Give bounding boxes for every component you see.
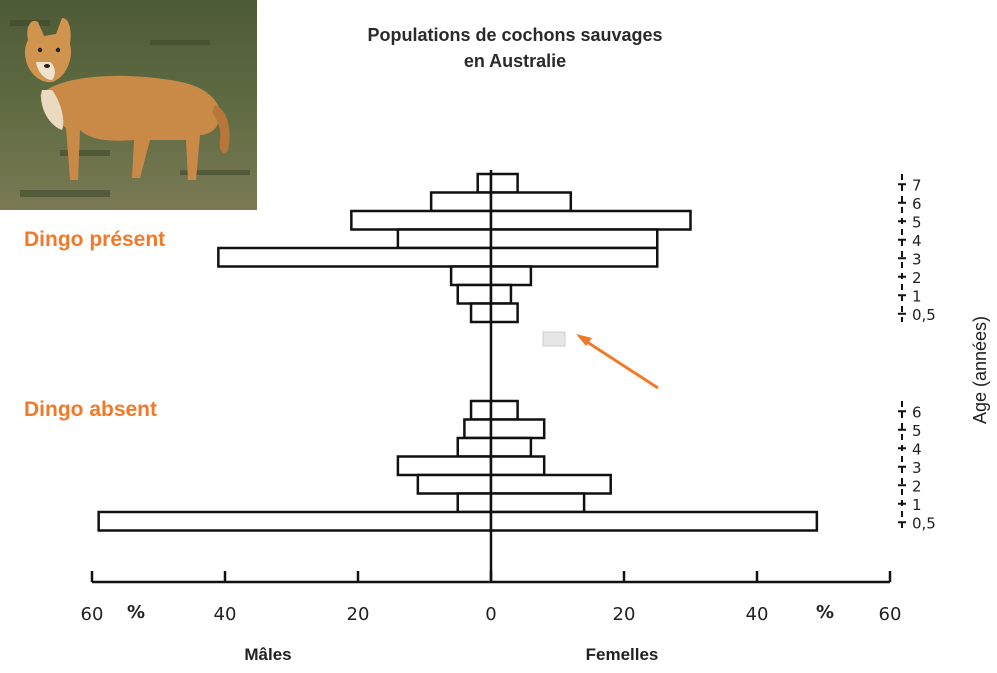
bar-female — [489, 265, 533, 287]
bar-female — [489, 228, 659, 250]
bar-male — [429, 191, 493, 213]
y-tick-label: 1 — [912, 287, 922, 305]
group-label-dingo-present: Dingo présent — [24, 228, 166, 251]
bar-male — [350, 209, 493, 231]
x-tick-label: 60 — [879, 604, 902, 625]
x-tick-label: 20 — [613, 604, 636, 625]
arrow-head — [576, 334, 592, 346]
small-marker — [542, 331, 566, 347]
bar-male — [469, 302, 493, 324]
bar-male — [449, 265, 493, 287]
y-tick-label: 0,5 — [912, 514, 936, 532]
y-tick-label: 3 — [912, 250, 922, 268]
title-line-2: en Australie — [463, 51, 567, 71]
bar-male — [396, 228, 493, 250]
x-tick-label: 20 — [347, 604, 370, 625]
bar-female — [489, 302, 519, 324]
bar-male — [416, 473, 493, 495]
bar-female — [489, 418, 546, 440]
dingo-photo — [0, 0, 257, 210]
y-tick-label: 5 — [912, 213, 922, 231]
chart-title: Populations de cochons sauvages en Austr… — [330, 22, 700, 74]
y-tick-label: 4 — [912, 232, 922, 250]
y-tick-label: 6 — [912, 403, 922, 421]
bar-female — [489, 473, 612, 495]
bar-female — [489, 399, 519, 421]
bar-male — [456, 283, 493, 305]
y-tick-label: 5 — [912, 422, 922, 440]
y-tick-label: 2 — [912, 477, 922, 495]
bar-female — [489, 209, 692, 231]
bar-male — [456, 492, 493, 514]
y-tick-label: 1 — [912, 496, 922, 514]
bar-female — [489, 283, 513, 305]
bar-male — [97, 510, 493, 532]
x-tick-label: 60 — [81, 604, 104, 625]
bar-female — [489, 172, 519, 194]
y-tick-label: 6 — [912, 195, 922, 213]
bar-male — [456, 436, 493, 458]
group-label-dingo-absent: Dingo absent — [24, 398, 158, 421]
bar-female — [489, 191, 573, 213]
bar-male — [463, 418, 493, 440]
bar-female — [489, 246, 659, 268]
unit-left-label: % — [127, 602, 145, 623]
y-tick-label: 4 — [912, 440, 922, 458]
unit-right-label: % — [816, 602, 834, 623]
bar-male — [476, 172, 493, 194]
bar-female — [489, 455, 546, 477]
x-tick-label: 0 — [485, 604, 496, 625]
y-tick-label: 2 — [912, 269, 922, 287]
bar-female — [489, 492, 586, 514]
title-line-1: Populations de cochons sauvages — [367, 25, 663, 45]
bar-female — [489, 510, 819, 532]
bar-male — [396, 455, 493, 477]
y-tick-label: 7 — [912, 176, 922, 194]
x-tick-label: 40 — [214, 604, 237, 625]
y-tick-label: 0,5 — [912, 306, 936, 324]
xlabel-females: Femelles — [586, 645, 659, 664]
ylabel: Age (années) — [970, 316, 990, 424]
x-tick-label: 40 — [746, 604, 769, 625]
xlabel-males: Mâles — [244, 645, 291, 664]
orange-arrow — [583, 338, 659, 390]
bar-male — [217, 246, 493, 268]
y-tick-label: 3 — [912, 459, 922, 477]
bar-female — [489, 436, 533, 458]
bar-male — [469, 399, 493, 421]
